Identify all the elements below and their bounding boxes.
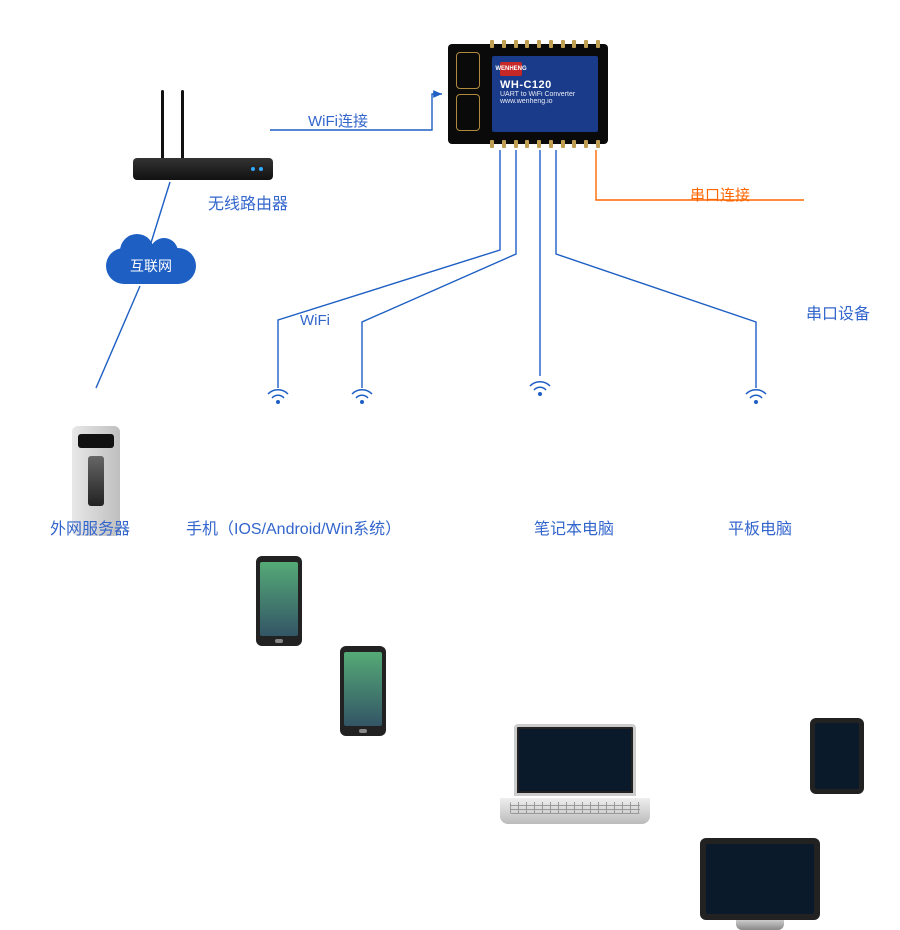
edge-label-serial: 串口连接	[690, 184, 750, 205]
phone-2	[340, 646, 386, 736]
tablet	[700, 838, 820, 920]
wifi-icon	[352, 390, 372, 404]
serial-device	[810, 718, 864, 794]
edge-module_to_phone1	[278, 150, 500, 388]
phone-1	[256, 556, 302, 646]
wifi-icon	[530, 382, 550, 396]
laptop-label: 笔记本电脑	[534, 515, 614, 539]
router	[133, 158, 273, 180]
module-subtitle2: www.wenheng.io	[500, 98, 590, 105]
server-label: 外网服务器	[50, 515, 130, 539]
module-model: WH-C120	[500, 79, 590, 91]
tablet-label: 平板电脑	[728, 515, 792, 539]
edge-router_to_cloud	[150, 182, 170, 246]
wifi-module: WENHENG WH-C120 UART to WiFi Converter w…	[448, 44, 608, 144]
router-label: 无线路由器	[208, 190, 288, 214]
edge-label-wifi: WiFi	[300, 312, 330, 329]
module-subtitle1: UART to WiFi Converter	[500, 91, 590, 98]
internet-cloud: 互联网	[106, 248, 196, 284]
edge-label-wifi-connect: WiFi连接	[308, 110, 368, 131]
module-brand: WENHENG	[495, 66, 526, 72]
wifi-icon	[268, 390, 288, 404]
laptop	[500, 724, 650, 824]
cloud-label: 互联网	[130, 256, 172, 276]
edge-cloud_to_server	[96, 286, 140, 388]
phones-label: 手机（IOS/Android/Win系统）	[186, 515, 401, 539]
wifi-icon	[746, 390, 766, 404]
serial-device-label: 串口设备	[806, 300, 870, 324]
